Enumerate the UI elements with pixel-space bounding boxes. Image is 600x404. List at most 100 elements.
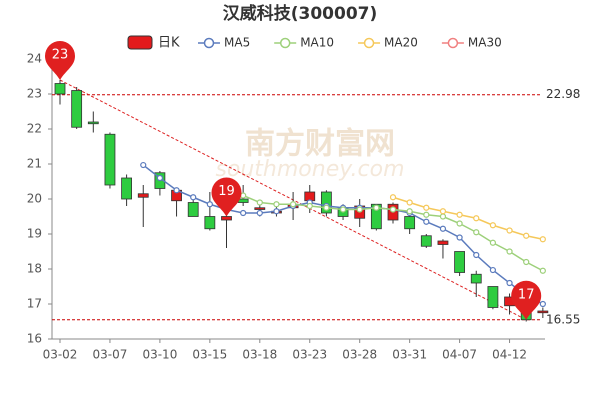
candle-body — [254, 207, 266, 210]
ma-point — [389, 206, 397, 213]
candle-body — [121, 177, 132, 200]
ma-point — [439, 225, 447, 232]
candle-body — [320, 191, 332, 214]
legend-swatch — [127, 35, 153, 50]
ma-point — [539, 267, 546, 274]
ma-point — [373, 204, 380, 211]
legend-swatch — [363, 37, 375, 49]
y-tick-label: 17 — [27, 297, 42, 311]
chart-title: 汉威科技(300007) — [223, 3, 378, 24]
x-tick-label: 03-23 — [292, 348, 327, 362]
x-tick-label: 03-07 — [93, 348, 128, 362]
ma-point — [473, 251, 480, 259]
ma-point — [206, 201, 213, 208]
ma-point — [273, 208, 280, 215]
pin-label: 19 — [218, 184, 235, 199]
ma-point — [306, 202, 313, 210]
ma-point — [439, 213, 447, 220]
y-tick-label: 18 — [27, 262, 42, 276]
candle-body — [87, 121, 99, 125]
ma-point — [339, 206, 347, 213]
reference-label: 16.55 — [546, 312, 580, 326]
ma-point — [156, 174, 163, 182]
ma-point — [473, 229, 480, 236]
ma-point — [140, 161, 147, 169]
ma-point — [539, 236, 546, 243]
candle-body — [370, 203, 382, 230]
ma-point — [423, 204, 430, 211]
legend-label: MA30 — [468, 36, 502, 50]
watermark-sub: southmoney.com — [215, 157, 404, 182]
legend-label: MA5 — [224, 36, 250, 50]
candle-body — [404, 216, 416, 230]
candle-body — [204, 216, 216, 230]
reference-label: 22.98 — [546, 87, 580, 101]
ma-point — [290, 201, 297, 208]
candle-body — [537, 310, 549, 314]
y-tick-label: 24 — [27, 52, 42, 66]
pin-label: 17 — [518, 287, 535, 302]
candle-body — [420, 235, 432, 247]
legend-label: MA10 — [300, 36, 334, 50]
legend-label: 日K — [158, 36, 180, 51]
ma-point — [190, 194, 197, 201]
candle-body — [470, 273, 482, 284]
candle-body — [437, 240, 449, 245]
y-tick-label: 19 — [27, 227, 42, 241]
ma-point — [389, 194, 397, 201]
x-tick-label: 03-28 — [342, 348, 377, 362]
candle-body — [71, 90, 83, 128]
y-tick-label: 23 — [27, 87, 42, 101]
ma-point — [356, 206, 363, 213]
candle-body — [137, 193, 149, 198]
ma-point — [523, 232, 530, 239]
ma-point — [506, 248, 513, 255]
ma-point — [456, 211, 463, 218]
ma-point — [423, 218, 430, 225]
candle-body — [187, 202, 199, 217]
x-tick-label: 03-15 — [192, 348, 227, 362]
ma-point — [439, 208, 447, 215]
y-tick-label: 16 — [27, 332, 42, 346]
ma-point — [406, 208, 413, 215]
ma-point — [506, 279, 513, 287]
candle-body — [487, 286, 499, 308]
legend-swatch — [447, 37, 459, 49]
legend-swatch — [279, 37, 291, 49]
ma-point — [256, 209, 263, 217]
y-tick-label: 22 — [27, 122, 42, 136]
x-tick-label: 03-02 — [43, 348, 78, 362]
ma-point — [489, 222, 496, 229]
ma-point — [423, 211, 430, 218]
x-tick-label: 03-31 — [392, 348, 427, 362]
x-tick-label: 03-18 — [242, 348, 277, 362]
y-tick-label: 20 — [27, 192, 42, 206]
legend-label: MA20 — [384, 36, 418, 50]
x-tick-label: 04-12 — [492, 348, 527, 362]
ma-point — [173, 187, 180, 194]
pin — [211, 177, 242, 217]
ma-line — [142, 164, 544, 305]
ma-point — [456, 234, 463, 241]
ma-point — [489, 266, 496, 274]
candle-body — [54, 83, 66, 95]
ma-point — [489, 239, 496, 246]
ma-point — [273, 201, 280, 208]
pin — [45, 41, 75, 80]
watermark: 南方财富网 — [245, 127, 395, 162]
ma-point — [506, 227, 513, 234]
ma-point — [406, 199, 413, 206]
ma-point — [539, 300, 546, 308]
candle-body — [104, 133, 116, 186]
ma-point — [323, 204, 330, 211]
ma-point — [256, 199, 263, 206]
ma-point — [240, 209, 247, 217]
pin — [511, 280, 542, 320]
x-tick-label: 03-10 — [142, 348, 177, 362]
candle-body — [221, 216, 232, 221]
ma-point — [456, 220, 463, 227]
y-tick-label: 21 — [27, 157, 42, 171]
ma-point — [473, 215, 480, 222]
candle-body — [454, 251, 466, 273]
